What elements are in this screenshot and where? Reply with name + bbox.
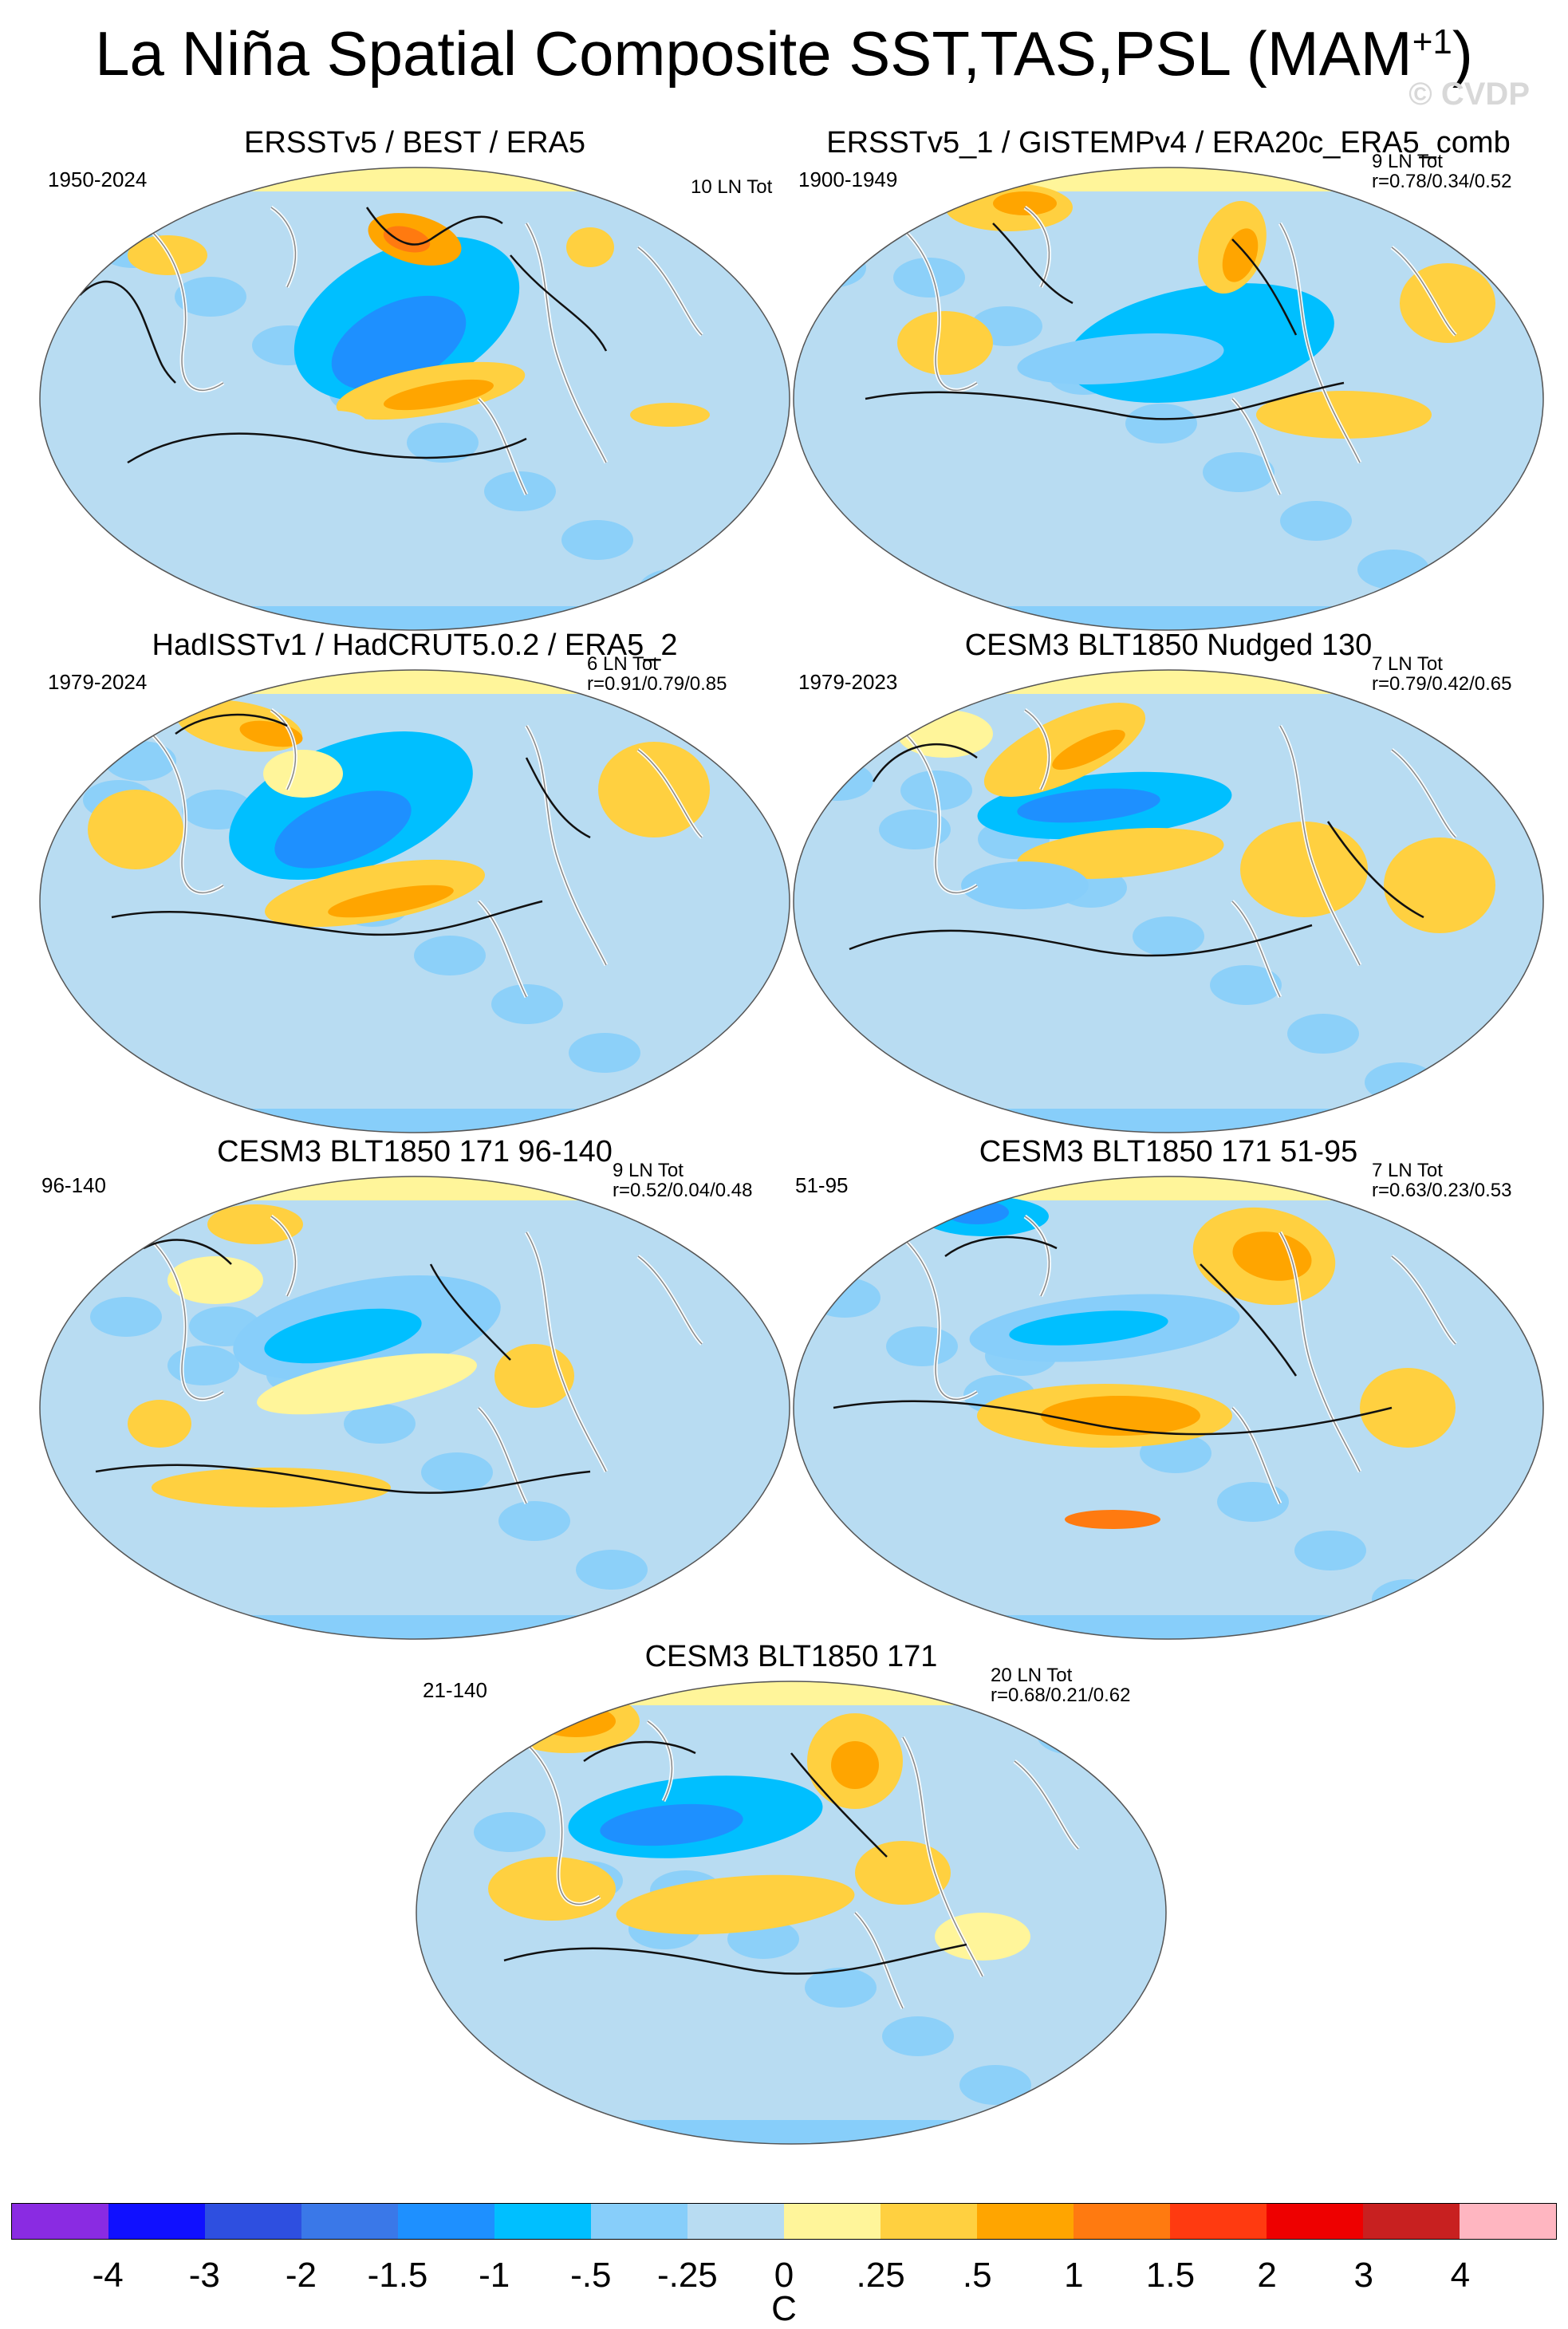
colorbar-swatch-15 bbox=[1460, 2204, 1556, 2239]
robinson-map bbox=[39, 1176, 790, 1640]
panel-correlation: r=0.52/0.04/0.48 bbox=[613, 1180, 753, 1202]
colorbar-tick-label: -4 bbox=[92, 2256, 124, 2295]
panel-correlation: r=0.91/0.79/0.85 bbox=[587, 673, 727, 696]
panel-title: CESM3 BLT1850 171 bbox=[644, 1640, 938, 1673]
panel-correlation: r=0.79/0.42/0.65 bbox=[1372, 673, 1512, 696]
colorbar-tick-label: 2 bbox=[1257, 2256, 1277, 2295]
colorbar-swatch-7 bbox=[687, 2204, 784, 2239]
colorbar-tick-label: 3 bbox=[1353, 2256, 1373, 2295]
panel-period: 1979-2024 bbox=[48, 670, 148, 694]
panel-title: CESM3 BLT1850 Nudged 130 bbox=[964, 629, 1373, 662]
panel-period: 1950-2024 bbox=[48, 167, 148, 191]
colorbar-swatch-1 bbox=[108, 2204, 205, 2239]
colorbar-tick-label: .25 bbox=[856, 2256, 905, 2295]
panel-event-count: 7 LN Tot bbox=[1372, 653, 1443, 675]
panel-event-count: 9 LN Tot bbox=[613, 1160, 684, 1181]
colorbar-tick-label: .5 bbox=[962, 2256, 992, 2295]
panel-title: HadISSTv1 / HadCRUT5.0.2 / ERA5_2 bbox=[152, 629, 678, 662]
panel-event-count: 9 LN Tot bbox=[1372, 151, 1443, 172]
map-panel-cesm3-nudged: CESM3 BLT1850 Nudged 130 1979-2023 7 LN … bbox=[786, 630, 1551, 1141]
colorbar-swatch-8 bbox=[784, 2204, 881, 2239]
colorbar-tick-label: -2 bbox=[285, 2256, 317, 2295]
map-panel-cesm3-51-95: CESM3 BLT1850 171 51-95 51-95 7 LN Tot r… bbox=[786, 1137, 1551, 1647]
panel-event-count: 6 LN Tot bbox=[587, 653, 658, 675]
colorbar-tick-label: 1 bbox=[1064, 2256, 1084, 2295]
colorbar-swatch-5 bbox=[494, 2204, 591, 2239]
map-panel-era5: ERSSTv5 / BEST / ERA5 1950-2024 10 LN To… bbox=[32, 128, 798, 638]
colorbar-swatch-11 bbox=[1074, 2204, 1170, 2239]
panel-correlation: r=0.78/0.34/0.52 bbox=[1372, 171, 1512, 193]
panel-title: ERSSTv5_1 / GISTEMPv4 / ERA20c_ERA5_comb bbox=[826, 126, 1511, 160]
colorbar-swatch-9 bbox=[881, 2204, 977, 2239]
panel-period: 51-95 bbox=[795, 1173, 849, 1197]
colorbar-swatch-13 bbox=[1267, 2204, 1363, 2239]
colorbar-tick-label: -.25 bbox=[656, 2256, 718, 2295]
colorbar-ticks: -4 -3 -2 -1.5 -1 -.5 -.25 0 .25 .5 1 1.5 2 3 4 bbox=[0, 2256, 1568, 2296]
panel-event-count: 7 LN Tot bbox=[1372, 1160, 1443, 1181]
panel-correlation: r=0.63/0.23/0.53 bbox=[1372, 1180, 1512, 1202]
panel-period: 96-140 bbox=[41, 1173, 106, 1197]
colorbar-swatch-2 bbox=[205, 2204, 301, 2239]
colorbar-tick-label: -1.5 bbox=[367, 2256, 428, 2295]
robinson-map bbox=[39, 167, 790, 631]
colorbar-swatch-4 bbox=[398, 2204, 494, 2239]
colorbar-tick-label: 1.5 bbox=[1145, 2256, 1196, 2295]
colorbar-tick-label: 0 bbox=[774, 2256, 794, 2295]
panel-event-count: 20 LN Tot bbox=[991, 1665, 1073, 1686]
figure-title-superscript: +1 bbox=[1412, 22, 1452, 61]
colorbar-swatch-12 bbox=[1170, 2204, 1267, 2239]
figure-title-text: La Niña Spatial Composite SST,TAS,PSL (M… bbox=[95, 18, 1412, 89]
map-panel-hadisst: HadISSTv1 / HadCRUT5.0.2 / ERA5_2 1979-2… bbox=[32, 630, 798, 1141]
colorbar-tick-label: -.5 bbox=[570, 2256, 612, 2295]
panel-title: CESM3 BLT1850 171 51-95 bbox=[979, 1135, 1358, 1168]
map-panel-cesm3-21-140: CESM3 BLT1850 171 21-140 20 LN Tot r=0.6… bbox=[408, 1641, 1174, 2152]
panel-event-count: 10 LN Tot bbox=[691, 176, 773, 198]
colorbar-swatch-10 bbox=[977, 2204, 1074, 2239]
robinson-map bbox=[416, 1681, 1167, 2145]
figure-title-close: ) bbox=[1452, 18, 1473, 89]
robinson-map bbox=[39, 669, 790, 1133]
colorbar-tick-label: -1 bbox=[479, 2256, 510, 2295]
colorbar-units: C bbox=[771, 2289, 797, 2328]
colorbar-swatch-6 bbox=[591, 2204, 687, 2239]
panel-period: 21-140 bbox=[423, 1678, 487, 1702]
map-panel-era20c: ERSSTv5_1 / GISTEMPv4 / ERA20c_ERA5_comb… bbox=[786, 128, 1551, 638]
panel-correlation: r=0.68/0.21/0.62 bbox=[991, 1685, 1131, 1707]
panel-title: CESM3 BLT1850 171 96-140 bbox=[217, 1135, 613, 1168]
colorbar-swatch-0 bbox=[12, 2204, 108, 2239]
colorbar-tick-label: 4 bbox=[1450, 2256, 1471, 2295]
figure-title: La Niña Spatial Composite SST,TAS,PSL (M… bbox=[0, 22, 1568, 85]
panel-period: 1900-1949 bbox=[798, 167, 898, 191]
colorbar-swatch-14 bbox=[1363, 2204, 1460, 2239]
colorbar-swatch-3 bbox=[301, 2204, 398, 2239]
colorbar-tick-label: -3 bbox=[188, 2256, 220, 2295]
robinson-map bbox=[793, 669, 1544, 1133]
robinson-map bbox=[793, 167, 1544, 631]
panel-period: 1979-2023 bbox=[798, 670, 898, 694]
map-panel-cesm3-96-140: CESM3 BLT1850 171 96-140 96-140 9 LN Tot… bbox=[32, 1137, 798, 1647]
panel-title: ERSSTv5 / BEST / ERA5 bbox=[243, 126, 585, 160]
cvdp-watermark: © CVDP bbox=[1408, 77, 1530, 112]
colorbar bbox=[11, 2203, 1557, 2240]
robinson-map bbox=[793, 1176, 1544, 1640]
